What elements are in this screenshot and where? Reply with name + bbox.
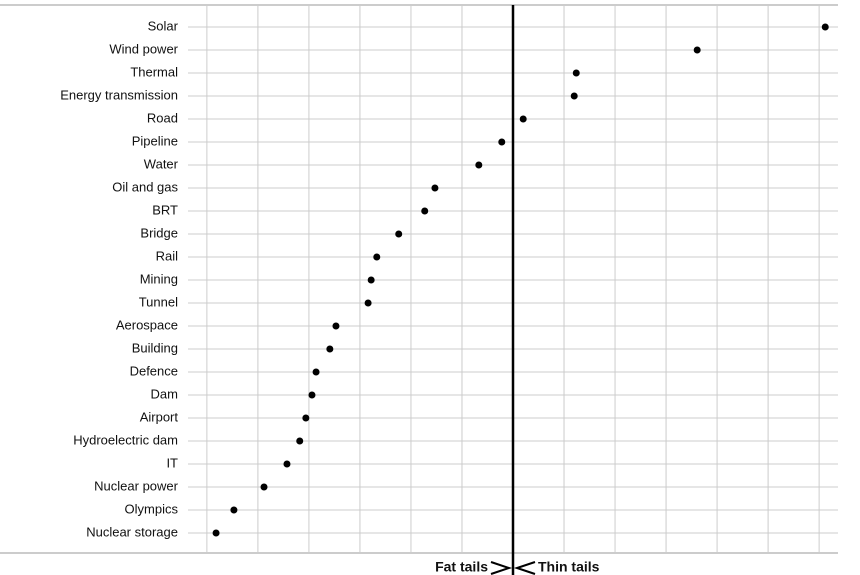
category-label: Thermal [130, 64, 178, 79]
thin-tails-label: Thin tails [538, 559, 600, 575]
dot [312, 368, 320, 376]
dot [519, 115, 527, 123]
category-label: Nuclear power [94, 478, 178, 493]
dot [283, 460, 291, 468]
category-label: Bridge [140, 225, 178, 240]
dot [260, 483, 268, 491]
category-label: BRT [152, 202, 178, 217]
category-label: Aerospace [116, 317, 178, 332]
category-label: Rail [156, 248, 179, 263]
category-label: Road [147, 110, 178, 125]
category-label: IT [166, 455, 178, 470]
category-label: Airport [140, 409, 179, 424]
category-label: Wind power [109, 41, 178, 56]
arrow-left [490, 561, 513, 575]
dot [693, 46, 701, 54]
category-label: Energy transmission [60, 87, 178, 102]
category-label: Tunnel [139, 294, 178, 309]
category-label: Mining [140, 271, 178, 286]
category-label: Pipeline [132, 133, 178, 148]
category-label: Olympics [125, 501, 179, 516]
dot [212, 529, 220, 537]
category-label: Nuclear storage [86, 524, 178, 539]
dot [308, 391, 316, 399]
dot [475, 161, 483, 169]
dot [332, 322, 340, 330]
dot [326, 345, 334, 353]
dot [302, 414, 310, 422]
dot [821, 23, 829, 31]
dot [570, 92, 578, 100]
dot [431, 184, 439, 192]
category-label: Water [144, 156, 179, 171]
dot [572, 69, 580, 77]
category-label: Dam [151, 386, 178, 401]
category-label: Building [132, 340, 178, 355]
dot [373, 253, 381, 261]
dot [421, 207, 429, 215]
dot [296, 437, 304, 445]
dot [367, 276, 375, 284]
dot [395, 230, 403, 238]
arrow-right [513, 561, 536, 575]
category-label: Oil and gas [112, 179, 178, 194]
dot [498, 138, 506, 146]
dot [364, 299, 372, 307]
category-label: Hydroelectric dam [73, 432, 178, 447]
category-label: Defence [130, 363, 178, 378]
dot [230, 506, 238, 514]
fat-tails-label: Fat tails [435, 559, 488, 575]
category-label: Solar [148, 18, 179, 33]
